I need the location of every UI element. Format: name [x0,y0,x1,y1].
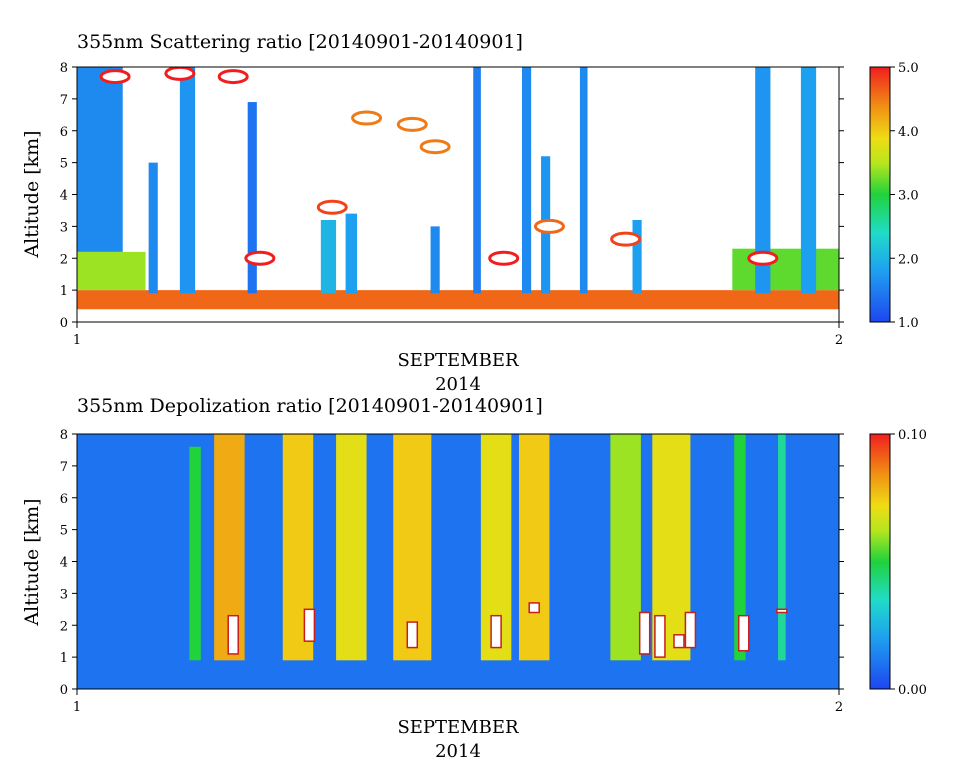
panel2-y-ticks: 0 1 2 3 4 5 6 7 8 [60,428,844,698]
panel1-y-axis-label: Altitude [km] [21,130,43,258]
gap-10 [776,608,788,614]
panel1-x-year-label: 2014 [435,374,481,395]
panel-background [77,434,839,689]
colorbar-tick-label-0.10: 0.10 [898,428,927,443]
y-tick-label-4: 4 [60,556,68,571]
column-6 [518,434,550,661]
y-tick-label-6: 6 [60,492,68,507]
y-tick-label-4: 4 [60,189,68,204]
gap-3 [490,614,502,649]
colorbar-tick-label-5.0: 5.0 [898,61,919,76]
y-tick-label-2: 2 [60,619,68,634]
x-tick-label-1: 1 [73,333,81,348]
panel2-y-axis-label: Altitude [km] [21,498,43,626]
cloud-3 [244,250,276,266]
x-tick-label-2: 2 [835,333,843,348]
column-3 [336,434,367,661]
x-tick-label-2: 2 [835,700,843,715]
colorbar-tick-label-2.0: 2.0 [898,252,919,267]
panel2-colorbar [869,433,891,690]
gap-0 [227,614,239,655]
x-tick-label-1: 1 [73,700,81,715]
y-tick-label-1: 1 [60,284,68,299]
column-7 [610,434,641,661]
y-tick-label-8: 8 [60,61,68,76]
cloud-0 [99,69,131,85]
gap-6 [654,614,666,658]
cloud-7 [419,139,451,155]
gap-4 [528,602,540,614]
layer-0 [77,290,839,310]
gap-8 [684,611,697,649]
panel2-title: 355nm Depolization ratio [20140901-20140… [77,395,543,417]
layer-2 [77,67,123,252]
y-tick-label-6: 6 [60,125,68,140]
colorbar-tick-label-0.00: 0.00 [898,683,927,698]
cloud-6 [396,116,428,132]
cloud-8 [488,250,520,266]
cloud-11 [747,250,779,266]
column-10 [632,220,642,294]
gap-5 [638,611,651,655]
y-tick-label-7: 7 [60,460,68,475]
gap-9 [738,614,750,652]
gap-2 [406,621,419,649]
panel1-x-month-label: SEPTEMBER [397,350,519,371]
layer-3 [732,248,839,291]
column-0 [189,446,201,661]
panel2-plot-area [77,434,839,689]
y-tick-label-7: 7 [60,93,68,108]
y-tick-label-5: 5 [60,157,68,172]
panel1-y-ticks: 0 1 2 3 4 5 6 7 8 [60,61,844,331]
column-11 [755,67,771,294]
panel2-x-year-label: 2014 [435,741,481,762]
column-1 [179,67,196,294]
y-tick-label-3: 3 [60,220,68,235]
panel1-title: 355nm Scattering ratio [20140901-2014090… [77,31,523,53]
column-0 [148,162,158,294]
panel1-colorbar [869,66,891,323]
column-5 [430,226,440,294]
column-2 [247,102,257,294]
gap-1 [303,608,316,642]
column-9 [734,434,746,661]
y-tick-label-8: 8 [60,428,68,443]
depolarization-ratio-panel: 355nm Depolization ratio [20140901-20140… [21,395,927,762]
panel2-colorbar-ticks: 0.00 0.10 [890,428,927,698]
panel1-colorbar-ticks: 1.0 2.0 3.0 4.0 5.0 [890,61,919,331]
column-10 [778,434,786,661]
cloud-9 [533,218,565,234]
cloud-2 [217,69,249,85]
column-7 [522,67,532,294]
y-tick-label-0: 0 [60,683,68,698]
colorbar-tick-label-4.0: 4.0 [898,125,919,140]
y-tick-label-0: 0 [60,316,68,331]
cloud-4 [316,199,348,215]
y-tick-label-5: 5 [60,524,68,539]
column-9 [579,67,588,294]
scattering-ratio-panel: 355nm Scattering ratio [20140901-2014090… [21,31,919,395]
colorbar-tick-label-1.0: 1.0 [898,316,919,331]
y-tick-label-3: 3 [60,587,68,602]
panel2-x-month-label: SEPTEMBER [397,717,519,738]
panel1-plot-area [77,67,839,310]
colorbar-tick-label-3.0: 3.0 [898,189,919,204]
layer-1 [77,251,146,291]
y-tick-label-2: 2 [60,252,68,267]
y-tick-label-1: 1 [60,651,68,666]
column-6 [473,67,481,294]
column-4 [345,213,358,294]
cloud-1 [164,67,196,81]
column-3 [320,220,337,294]
column-12 [800,67,817,294]
cloud-10 [610,231,642,247]
cloud-5 [351,110,383,126]
gap-7 [673,634,685,649]
